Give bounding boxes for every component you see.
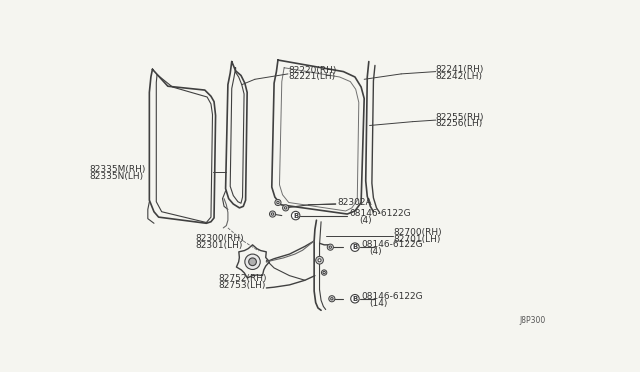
Circle shape	[329, 296, 335, 302]
Text: 82255(RH): 82255(RH)	[436, 112, 484, 122]
Text: 82753(LH): 82753(LH)	[219, 281, 266, 290]
Circle shape	[271, 213, 274, 215]
Text: 82242(LH): 82242(LH)	[436, 72, 483, 81]
Circle shape	[323, 272, 325, 274]
Circle shape	[291, 211, 300, 220]
Text: 82302A: 82302A	[337, 198, 372, 207]
Circle shape	[351, 243, 359, 251]
Text: 82300(RH): 82300(RH)	[196, 234, 244, 243]
Text: 82241(RH): 82241(RH)	[436, 65, 484, 74]
Text: 82335M(RH): 82335M(RH)	[90, 165, 146, 174]
Text: 08146-6122G: 08146-6122G	[361, 240, 423, 249]
Circle shape	[316, 256, 323, 264]
Text: 82701(LH): 82701(LH)	[394, 235, 441, 244]
Text: 82752(RH): 82752(RH)	[219, 274, 267, 283]
Text: 82335N(LH): 82335N(LH)	[90, 172, 143, 181]
Circle shape	[276, 201, 279, 203]
Text: 82256(LH): 82256(LH)	[436, 119, 483, 128]
Circle shape	[269, 211, 276, 217]
Text: J8P300: J8P300	[519, 316, 545, 325]
Circle shape	[318, 259, 321, 262]
Circle shape	[331, 298, 333, 300]
Text: (4): (4)	[359, 216, 371, 225]
Text: 82221(LH): 82221(LH)	[288, 73, 335, 81]
Text: 08146-6122G: 08146-6122G	[349, 209, 411, 218]
Circle shape	[285, 207, 287, 209]
Circle shape	[329, 246, 332, 248]
Circle shape	[321, 270, 327, 275]
Text: (14): (14)	[369, 299, 387, 308]
Circle shape	[327, 244, 333, 250]
Text: B: B	[293, 212, 298, 219]
Text: 08146-6122G: 08146-6122G	[361, 292, 423, 301]
Text: (4): (4)	[369, 247, 381, 256]
Text: 82301(LH): 82301(LH)	[196, 241, 243, 250]
Circle shape	[351, 295, 359, 303]
Circle shape	[283, 205, 289, 211]
Text: 82220(RH): 82220(RH)	[288, 65, 337, 74]
Text: B: B	[353, 244, 358, 250]
Circle shape	[245, 254, 260, 269]
Circle shape	[275, 199, 281, 206]
Text: 82700(RH): 82700(RH)	[394, 228, 442, 237]
Text: B: B	[353, 296, 358, 302]
Circle shape	[249, 258, 257, 266]
